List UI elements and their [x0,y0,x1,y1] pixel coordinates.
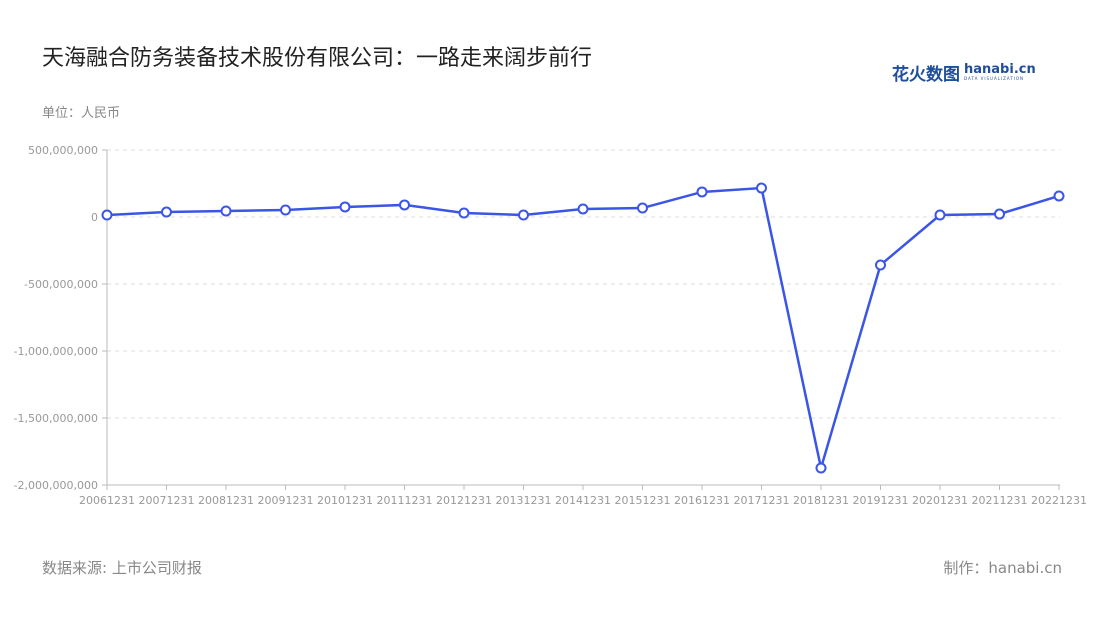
x-tick-label: 20221231 [1031,494,1087,507]
data-point [875,259,886,271]
data-point [1053,190,1065,202]
y-tick-label: -500,000,000 [24,278,98,291]
series-line [106,186,1060,469]
y-tick-label: -2,000,000,000 [14,479,98,492]
y-tick-label: 0 [91,211,98,224]
x-tick-label: 20151231 [615,494,671,507]
y-tick-label: -1,500,000,000 [14,412,98,425]
x-tick-label: 20191231 [853,494,909,507]
maker-credit: 制作：hanabi.cn [943,559,1062,577]
data-point [637,202,648,214]
data-point [399,199,410,211]
data-point [161,206,172,218]
chart-title: 天海融合防务装备技术股份有限公司：一路走来阔步前行 [42,46,593,71]
logo: 花火数图 hanabi.cn DATA VISUALIZATION [892,60,1036,85]
x-tick-label: 20161231 [674,494,730,507]
x-tick-label: 20171231 [734,494,790,507]
x-tick-label: 20081231 [198,494,254,507]
data-source: 数据来源: 上市公司财报 [42,559,202,577]
data-point [518,209,529,221]
y-tick-label: 500,000,000 [28,144,98,157]
data-point [577,203,589,215]
y-axis-label: 单位：人民币 [42,106,121,121]
x-tick-label: 20181231 [793,494,849,507]
data-point [994,208,1005,220]
x-tick-label: 20201231 [912,494,968,507]
x-tick-label: 20121231 [436,494,492,507]
x-tick-label: 20141231 [555,494,611,507]
x-tick-label: 20131231 [496,494,552,507]
x-tick-label: 20111231 [377,494,433,507]
data-point [280,204,291,216]
x-tick-label: 20101231 [317,494,373,507]
logo-en: hanabi.cn [964,62,1036,77]
x-tick-label: 20071231 [139,494,195,507]
data-point [815,462,827,474]
data-point [756,182,767,194]
x-tick-label: 20061231 [79,494,135,507]
data-point [696,186,708,198]
logo-cn: 花火数图 [892,65,960,85]
x-tick-label: 20091231 [258,494,314,507]
x-tick-label: 20211231 [972,494,1028,507]
y-tick-label: -1,000,000,000 [14,345,98,358]
logo-sub: DATA VISUALIZATION [964,76,1025,81]
data-point [339,201,351,213]
data-point [458,207,470,219]
data-point [101,209,113,221]
data-point [934,209,946,221]
logo-en-block: hanabi.cn DATA VISUALIZATION [964,62,1036,81]
data-point [220,205,232,217]
